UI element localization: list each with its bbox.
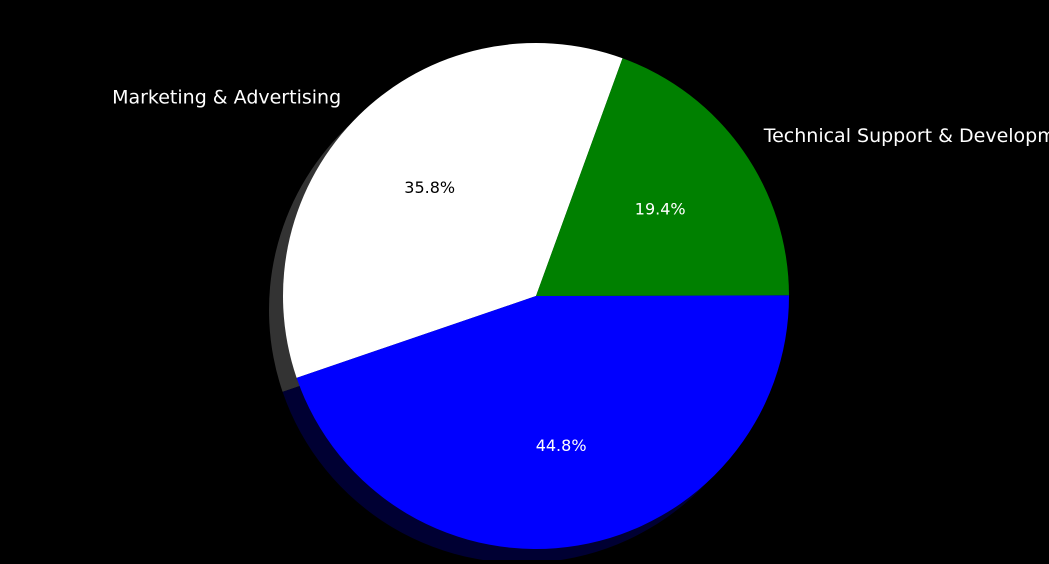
pct-marketing-and-advertising: 35.8%: [404, 178, 455, 197]
slice-technical-support-and-development: [536, 58, 789, 296]
label-technical-support-and-development: Technical Support & Development: [763, 125, 1049, 147]
slice-game-development-and-licensing: [296, 295, 789, 550]
pie-slices: [283, 43, 789, 550]
slice-marketing-and-advertising: [283, 43, 623, 378]
pct-game-development-and-licensing: 44.8%: [536, 436, 587, 455]
pct-technical-support-and-development: 19.4%: [635, 199, 686, 218]
label-marketing-and-advertising: Marketing & Advertising: [112, 86, 341, 108]
